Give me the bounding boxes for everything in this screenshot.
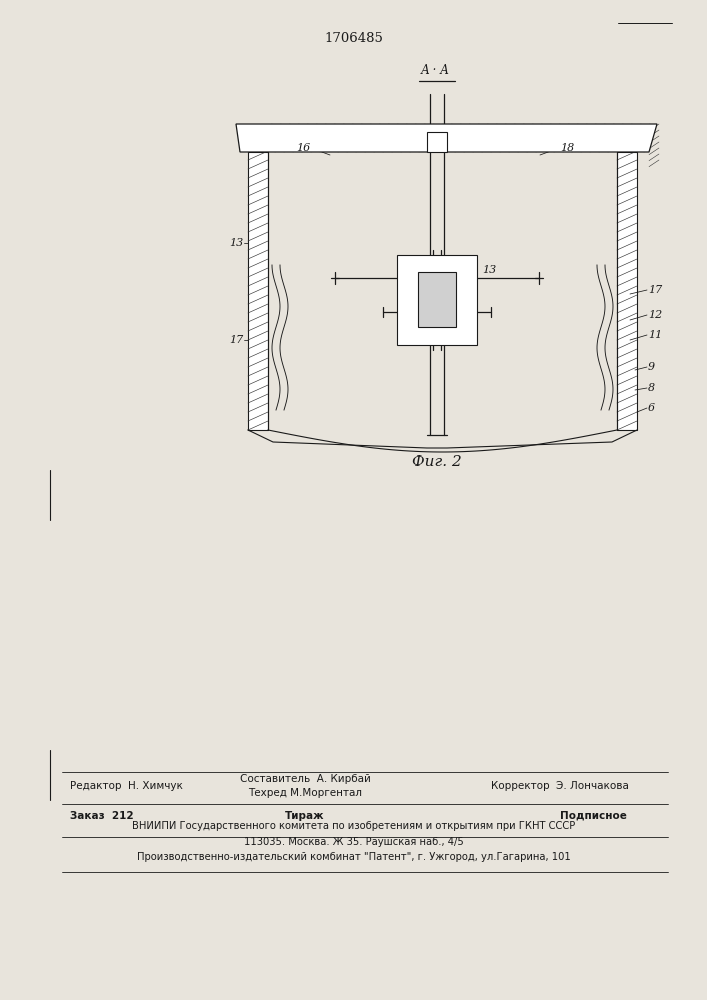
Text: 8: 8 — [648, 383, 655, 393]
Text: 113035. Москва. Ж 35. Раушская наб., 4/5: 113035. Москва. Ж 35. Раушская наб., 4/5 — [244, 837, 464, 847]
Text: Корректор  Э. Лончакова: Корректор Э. Лончакова — [491, 781, 629, 791]
Text: 13: 13 — [229, 238, 243, 248]
Text: 9: 9 — [648, 362, 655, 372]
Text: А · А: А · А — [421, 64, 450, 77]
Text: Техред М.Моргентал: Техред М.Моргентал — [248, 788, 362, 798]
Text: 1706485: 1706485 — [325, 31, 383, 44]
Text: 18: 18 — [560, 143, 574, 153]
Text: Подписное: Подписное — [560, 811, 627, 821]
Text: Фиг. 2: Фиг. 2 — [412, 455, 462, 469]
Text: Производственно-издательский комбинат "Патент", г. Ужгород, ул.Гагарина, 101: Производственно-издательский комбинат "П… — [137, 852, 571, 862]
Bar — [617, 152, 637, 430]
Bar — [427, 132, 447, 152]
Text: Редактор  Н. Химчук: Редактор Н. Химчук — [70, 781, 183, 791]
Text: 16: 16 — [296, 143, 310, 153]
Text: 17: 17 — [648, 285, 662, 295]
Text: 11: 11 — [648, 330, 662, 340]
Text: ВНИИПИ Государственного комитета по изобретениям и открытиям при ГКНТ СССР: ВНИИПИ Государственного комитета по изоб… — [132, 821, 575, 831]
Bar — [248, 152, 268, 430]
Bar — [418, 272, 456, 327]
Bar — [397, 255, 477, 345]
Text: 17: 17 — [229, 335, 243, 345]
Text: Заказ  212: Заказ 212 — [70, 811, 134, 821]
Text: Составитель  А. Кирбай: Составитель А. Кирбай — [240, 774, 370, 784]
Text: Тираж: Тираж — [285, 811, 325, 821]
Text: 6: 6 — [648, 403, 655, 413]
Polygon shape — [236, 124, 657, 152]
Text: 13: 13 — [482, 265, 496, 275]
Text: 12: 12 — [648, 310, 662, 320]
